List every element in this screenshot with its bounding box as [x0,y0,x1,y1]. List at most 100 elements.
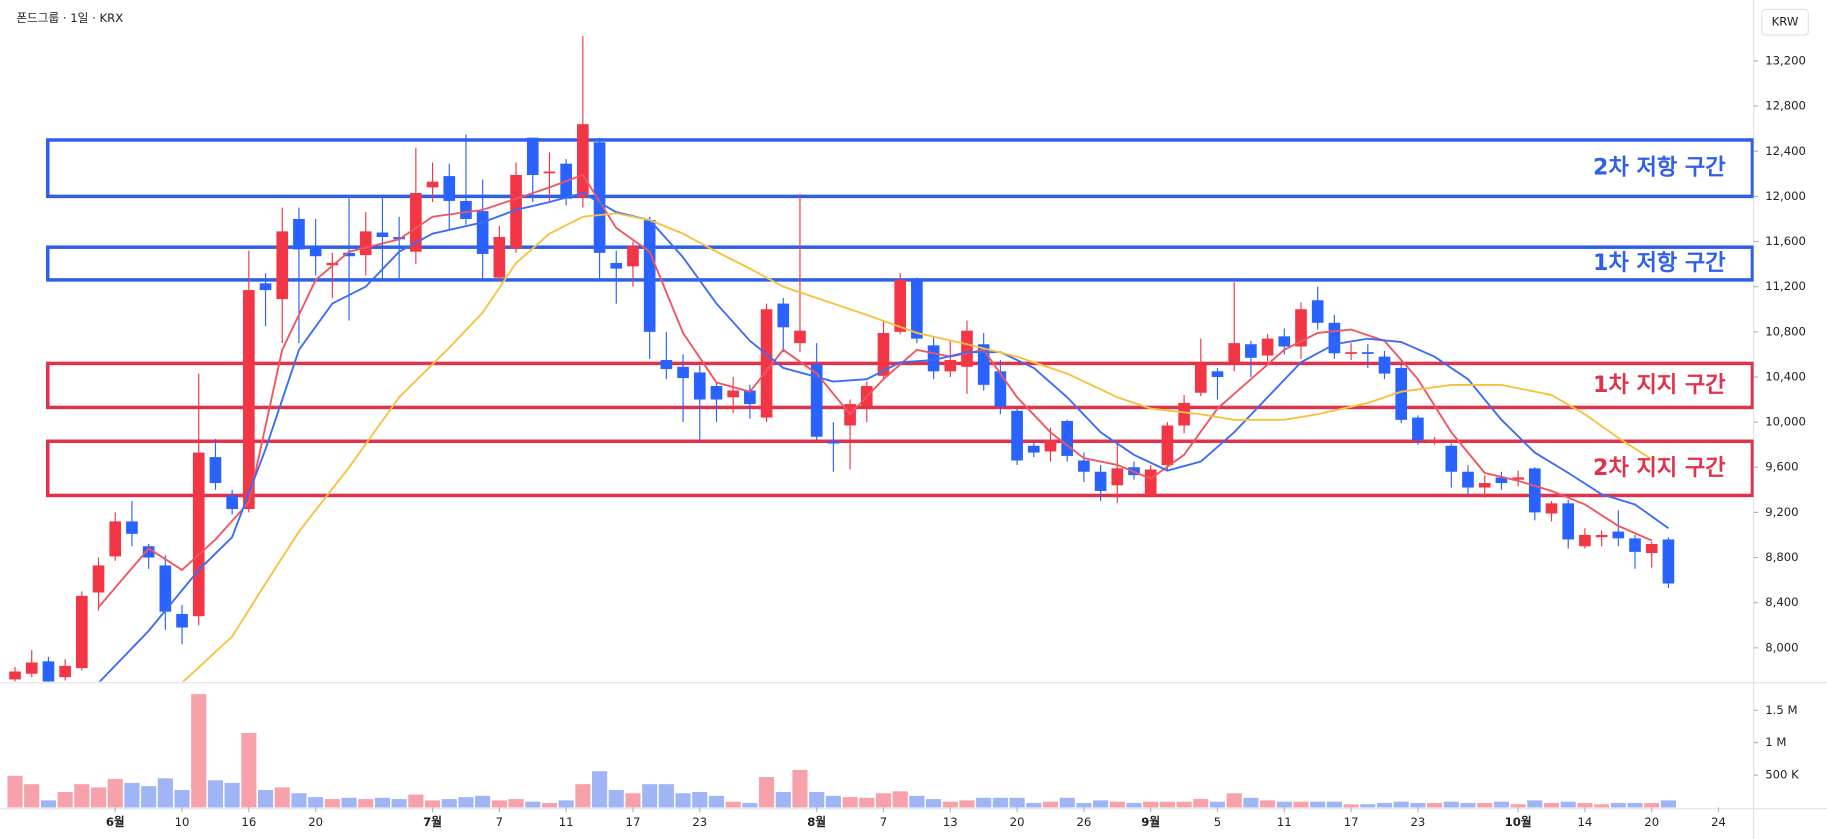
candle-body [1328,322,1341,354]
volume-bar [1243,797,1259,808]
candle-body [76,595,88,669]
volume-bar [708,795,725,808]
candle-body [1211,371,1224,377]
currency-box[interactable] [1761,8,1809,36]
x-tick-label: 20 [1010,815,1025,829]
volume-bar [1159,801,1175,808]
candle-body [410,193,422,252]
candle-body [610,262,623,269]
volume-bar [625,793,641,808]
candle-body [1428,440,1441,442]
candle-body [894,279,907,332]
volume-bar [1493,801,1509,808]
candle-body [526,137,539,175]
candle-body [1478,483,1491,488]
y-tick-label: 12,400 [1765,144,1806,158]
volume-bar [1660,800,1676,808]
x-tick-label: 20 [1644,815,1659,829]
volume-bar [558,800,574,808]
candle-body [1311,300,1324,323]
volume-bar [875,793,892,808]
candle-body [693,372,706,400]
y-tick-label: 13,200 [1765,53,1806,67]
volume-bar [892,791,908,808]
candle-body [226,495,238,510]
candle-body [827,441,840,444]
volume-bar [1477,802,1493,808]
volume-bar [725,801,741,808]
volume-bar [174,790,190,808]
volume-bar [859,797,875,808]
volume-bar [1326,801,1342,808]
volume-bar [1176,801,1192,808]
symbol-title: 폰드그룹 · 1일 · KRX [16,11,123,25]
volume-bar [825,795,841,808]
volume-bar [1026,802,1042,808]
candle-body [1161,425,1174,465]
x-tick-label: 26 [1076,815,1091,829]
candle-body [1579,534,1591,547]
x-tick-label: 11 [559,815,574,829]
volume-bar [1293,801,1309,808]
volume-bar [441,799,457,808]
candle-body [977,344,990,385]
x-tick-label: 7 [496,815,503,829]
candle-body [643,220,656,332]
candle-body [1178,402,1190,426]
candle-body [777,303,790,328]
candle-body [376,232,389,238]
candle-body [42,661,55,682]
volume-bar [141,786,157,808]
volume-bar [525,801,541,808]
candle-body [1044,440,1057,452]
candle-body [677,366,689,379]
x-tick-label: 6월 [106,815,125,829]
x-tick-label: 7월 [423,815,442,829]
candle-body [176,613,188,628]
volume-bar [1009,797,1025,808]
candle-body [443,176,456,201]
volume-bar [1126,802,1142,808]
volume-bar [775,791,791,808]
candle-body [877,332,890,376]
zone-label: 1차 저항 구간 [1593,250,1726,276]
volume-bar [475,795,491,808]
candle-body [1278,336,1291,347]
volume-tick-label: 1.5 M [1765,703,1797,717]
volume-bar [157,778,173,808]
candle-body [1562,503,1575,540]
volume-bar [1310,801,1326,808]
volume-bar [1460,802,1476,808]
volume-bar [608,790,624,808]
volume-bar [308,797,324,808]
volume-bar [358,799,374,808]
zone-box [46,138,1754,199]
volume-bar [341,797,357,808]
volume-bar [1343,804,1359,808]
volume-bar [1510,804,1526,808]
x-tick-label: 23 [692,815,707,829]
zone-label: 1차 지지 구간 [1593,372,1726,398]
candle-body [577,124,589,198]
volume-bar [257,790,274,808]
volume-bar [792,769,808,808]
candle-body [476,211,489,254]
volume-bar [491,800,507,808]
y-tick-label: 10,400 [1765,369,1806,383]
volume-bar [1093,800,1109,808]
candle-body [493,237,506,278]
candle-body [1595,534,1608,538]
candle-body [1261,338,1274,356]
y-tick-label: 8,000 [1765,640,1798,654]
zone-label: 2차 지지 구간 [1593,455,1726,481]
volume-bar [675,793,691,808]
candle-body [326,262,339,266]
volume-bar [1360,804,1376,808]
candle-body [1378,356,1391,374]
currency[interactable]: KRW [1772,15,1799,29]
zone-box [46,439,1754,498]
candle-body [209,457,222,484]
candle-body [727,390,739,398]
x-tick-label: 24 [1711,815,1726,829]
